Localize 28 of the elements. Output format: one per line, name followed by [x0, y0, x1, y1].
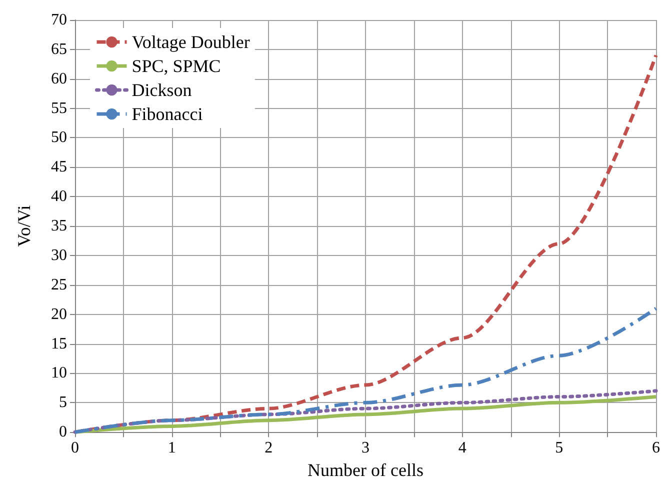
x-tick-label: 1	[168, 440, 176, 457]
x-tick-label: 3	[362, 440, 370, 457]
y-tick-label: 70	[51, 12, 67, 28]
y-tick-label: 50	[51, 129, 67, 146]
y-tick-label: 60	[51, 70, 67, 88]
y-tick-label: 30	[51, 246, 67, 264]
y-tick-label: 55	[51, 100, 67, 117]
y-tick-label: 45	[51, 158, 67, 176]
legend-label: Fibonacci	[132, 104, 203, 124]
legend-label: Dickson	[132, 80, 192, 100]
y-tick-label: 25	[51, 276, 67, 294]
y-tick-label: 65	[51, 40, 67, 58]
y-tick-label: 0	[59, 424, 67, 441]
x-tick-label: 5	[555, 440, 564, 457]
x-tick-label: 0	[71, 440, 79, 457]
y-tick-label: 40	[51, 188, 67, 206]
legend-label: Voltage Doubler	[132, 32, 250, 52]
legend-label: SPC, SPMC	[132, 56, 221, 76]
x-axis-title: Number of cells	[308, 460, 424, 480]
y-tick-label: 5	[59, 394, 67, 412]
y-axis-title: Vo/Vi	[14, 205, 34, 247]
y-tick-label: 10	[51, 364, 67, 382]
x-tick-label: 2	[264, 440, 273, 457]
y-tick-label: 20	[51, 306, 67, 323]
x-tick-label: 4	[458, 440, 466, 457]
y-tick-label: 15	[51, 335, 67, 352]
x-tick-label: 6	[652, 440, 660, 457]
y-tick-label: 35	[51, 218, 67, 235]
